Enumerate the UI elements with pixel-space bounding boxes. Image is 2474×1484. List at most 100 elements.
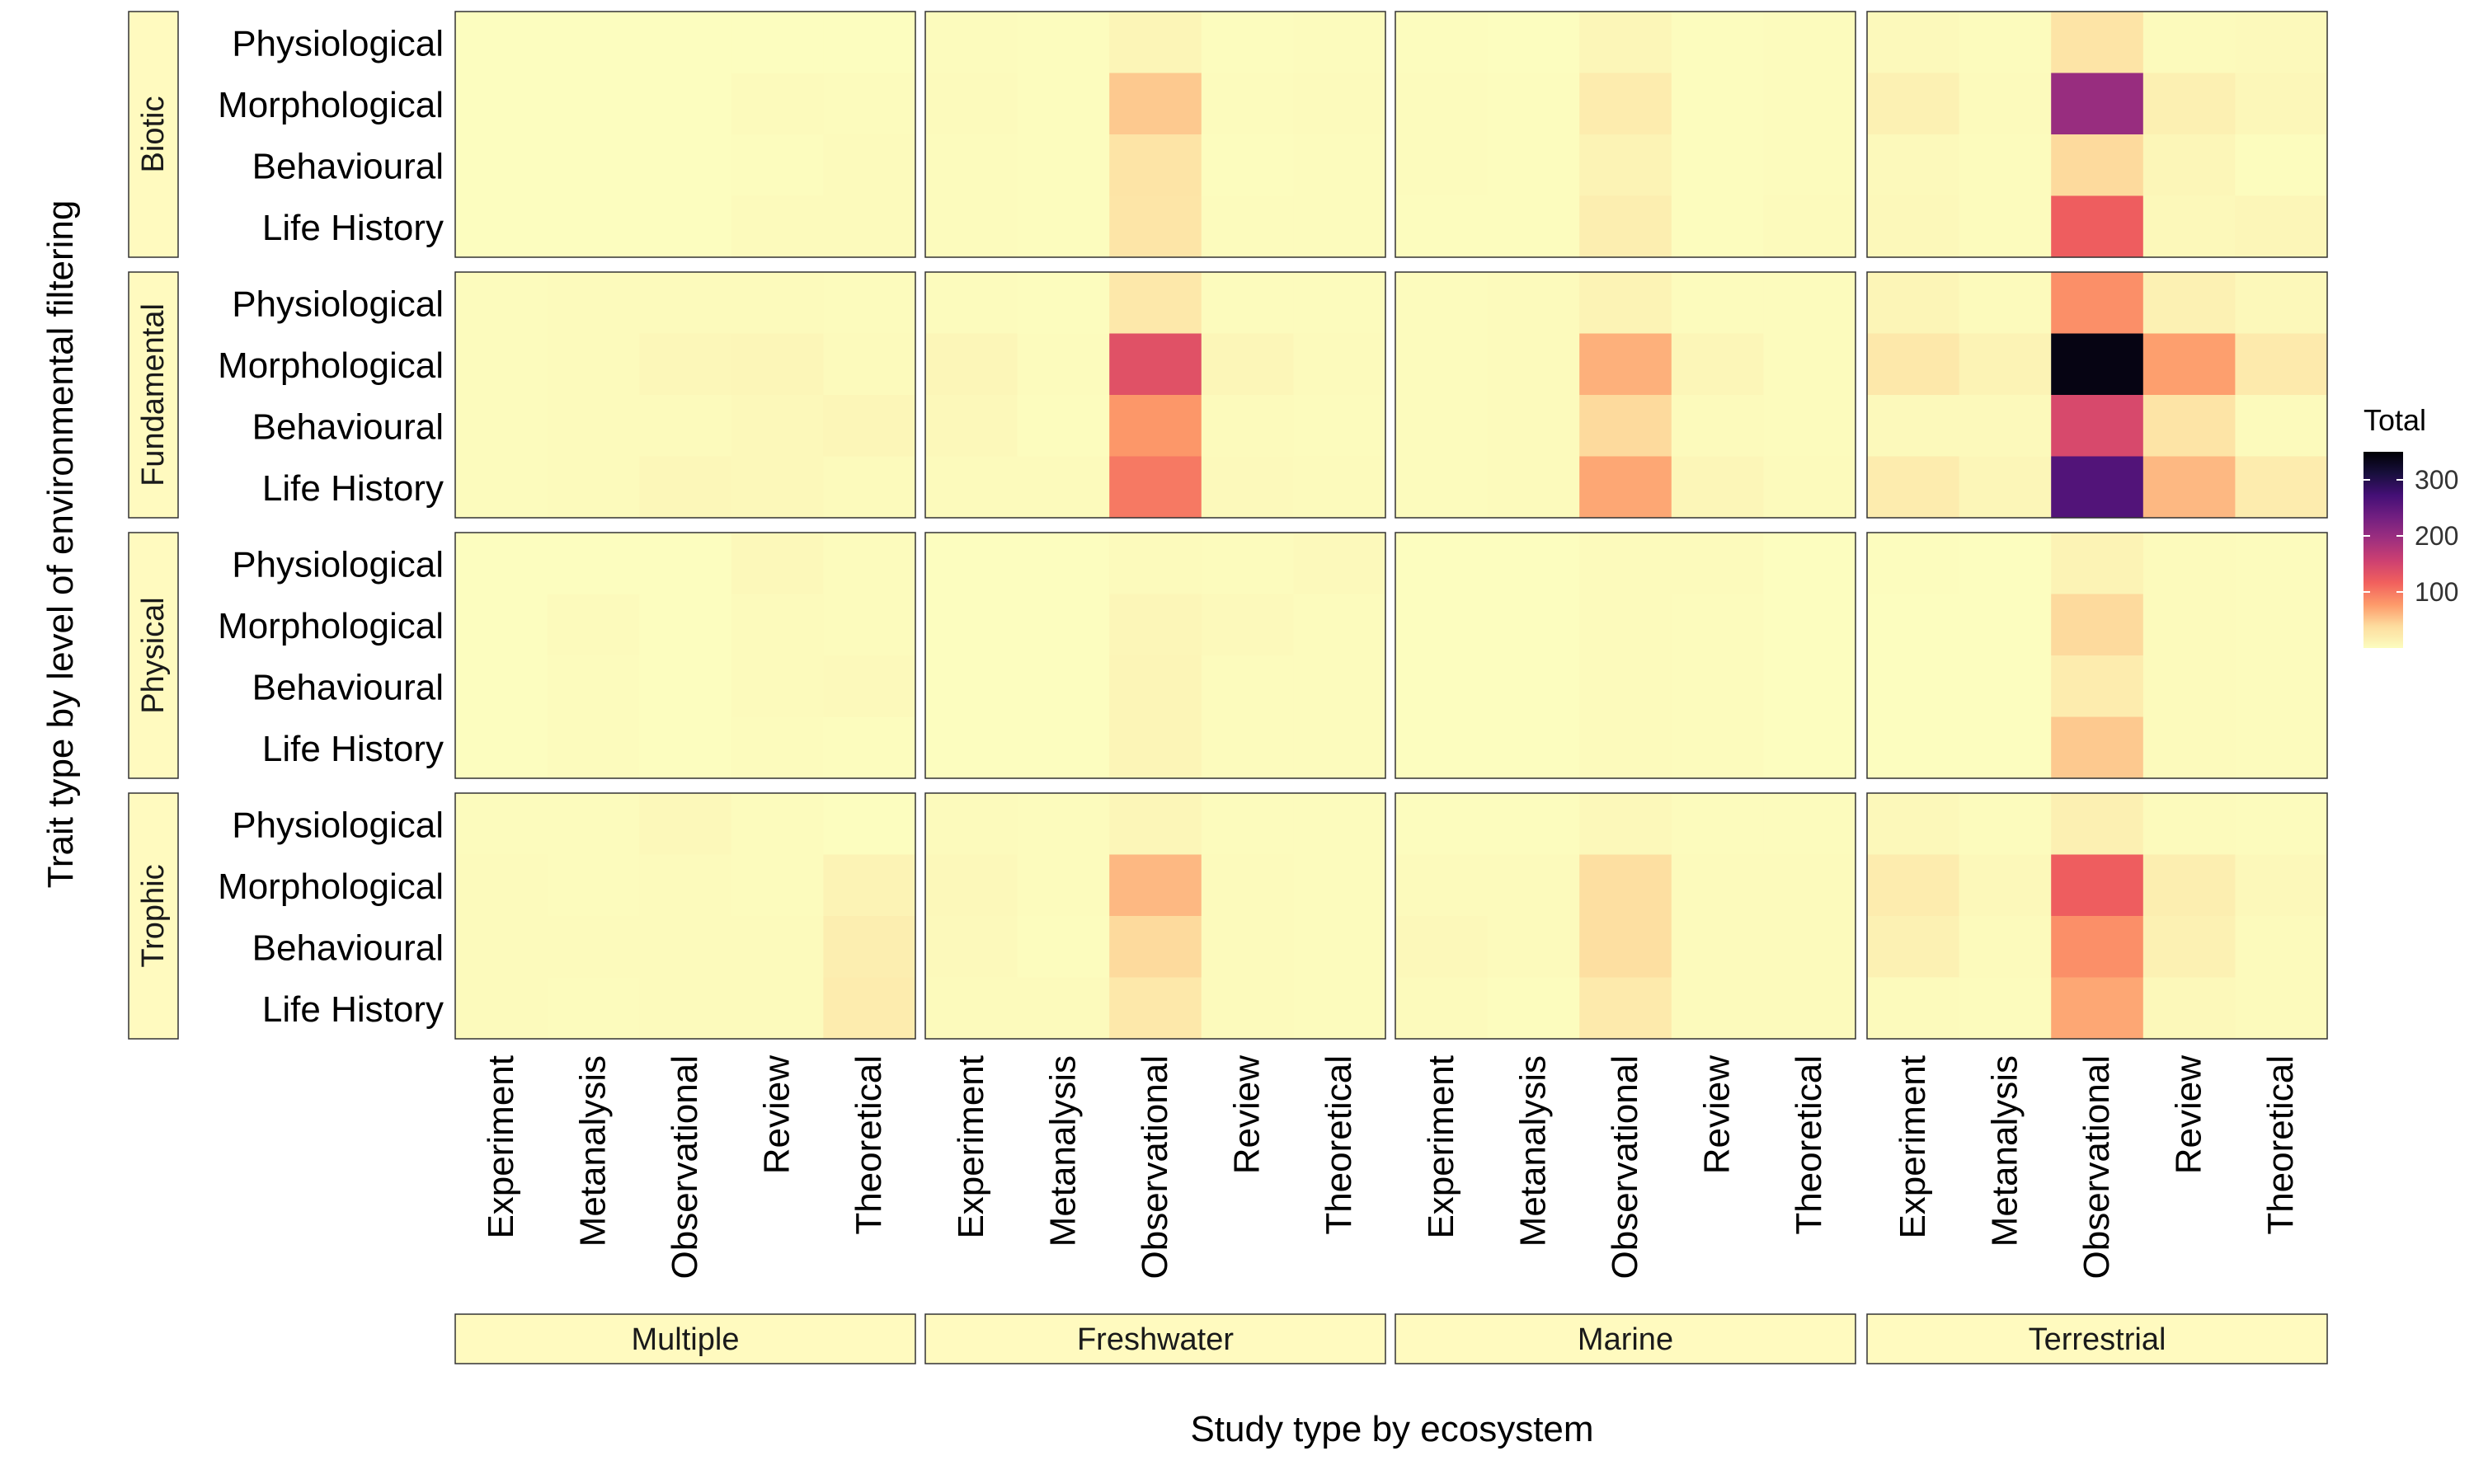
heatmap-cell	[823, 716, 916, 779]
heatmap-cell	[455, 12, 548, 74]
heatmap-cell	[1395, 594, 1489, 656]
panel-biotic-multiple	[454, 11, 916, 258]
heatmap-cell	[1109, 73, 1202, 135]
heatmap-cell	[823, 395, 916, 458]
heatmap-cell	[1109, 195, 1202, 258]
heatmap-cell	[2142, 134, 2236, 197]
heatmap-cell	[1959, 594, 2052, 656]
heatmap-cell	[455, 134, 548, 197]
heatmap-cell	[1487, 456, 1580, 519]
heatmap-cell	[455, 594, 548, 656]
heatmap-cell	[547, 854, 640, 917]
heatmap-cell	[2235, 333, 2328, 396]
heatmap-cell	[731, 456, 824, 519]
trait-type-tick-labels: Physiological Morphological Behavioural Lif…	[218, 23, 444, 1030]
heatmap-cell	[547, 655, 640, 718]
heatmap-cell	[1671, 12, 1764, 74]
heatmap-cell	[1487, 655, 1580, 718]
heatmap-cell	[1959, 793, 2052, 856]
heatmap-cell	[2142, 533, 2236, 595]
heatmap-cell	[2142, 456, 2236, 519]
legend-ticks: 100 200 300	[2363, 465, 2458, 607]
heatmap-cell	[925, 533, 1018, 595]
strip-label-physical: Physical	[136, 597, 171, 714]
heatmap-cell	[639, 395, 732, 458]
heatmap-cell	[1201, 594, 1294, 656]
y-tick-label: Morphological	[218, 345, 444, 386]
heatmap-cell	[1017, 134, 1110, 197]
panel-trophic-terrestrial	[1866, 792, 2328, 1040]
heatmap-cell	[823, 134, 916, 197]
legend-title: Total	[2363, 403, 2426, 437]
heatmap-cell	[2142, 12, 2236, 74]
heatmap-cell	[925, 594, 1018, 656]
heatmap-cell	[547, 395, 640, 458]
heatmap-cell	[639, 195, 732, 258]
x-tick-label: Experiment	[481, 1055, 521, 1239]
heatmap-cell	[1867, 73, 1960, 135]
heatmap-cell	[1293, 793, 1386, 856]
heatmap-cell	[823, 73, 916, 135]
heatmap-cell	[547, 195, 640, 258]
heatmap-cell	[1959, 854, 2052, 917]
heatmap-cell	[1109, 655, 1202, 718]
heatmap-cell	[1867, 456, 1960, 519]
strip-physical	[128, 532, 179, 779]
heatmap-cell	[1671, 793, 1764, 856]
heatmap-cell	[925, 916, 1018, 979]
heatmap-cell	[2051, 854, 2144, 917]
heatmap-cell	[2142, 977, 2236, 1040]
heatmap-cell	[925, 655, 1018, 718]
heatmap-cell	[925, 195, 1018, 258]
heatmap-cell	[925, 333, 1018, 396]
heatmap-cell	[1671, 655, 1764, 718]
heatmap-cell	[1579, 73, 1672, 135]
heatmap-cell	[1201, 793, 1294, 856]
heatmap-cell	[925, 456, 1018, 519]
strip-marine	[1395, 1313, 1856, 1364]
heatmap-cell	[1395, 195, 1489, 258]
panel-border	[454, 11, 916, 258]
heatmap-cell	[1109, 594, 1202, 656]
heatmap-cell	[823, 594, 916, 656]
heatmap-cell	[1293, 272, 1386, 335]
x-tick-label: Review	[1227, 1055, 1268, 1174]
heatmap-cell	[1763, 716, 1856, 779]
strip-label-biotic: Biotic	[136, 96, 171, 173]
heatmap-cell	[925, 793, 1018, 856]
heatmap-cell	[547, 716, 640, 779]
x-tick-label: Metanalysis	[572, 1055, 613, 1247]
heatmap-cell	[1959, 134, 2052, 197]
heatmap-cell	[1867, 333, 1960, 396]
heatmap-cell	[639, 456, 732, 519]
heatmap-cell	[1867, 655, 1960, 718]
heatmap-cell	[1671, 73, 1764, 135]
heatmap-cell	[1395, 977, 1489, 1040]
heatmap-cell	[1487, 272, 1580, 335]
heatmap-cell	[1959, 73, 2052, 135]
heatmap-cell	[1763, 272, 1856, 335]
heatmap-cell	[1293, 716, 1386, 779]
heatmap-cell	[2051, 272, 2144, 335]
panel-trophic-multiple	[454, 792, 916, 1040]
heatmap-cell	[1763, 456, 1856, 519]
heatmap-cell	[1109, 272, 1202, 335]
heatmap-cell	[1293, 655, 1386, 718]
heatmap-cell	[1959, 333, 2052, 396]
heatmap-cell	[2051, 73, 2144, 135]
heatmap-cell	[1017, 655, 1110, 718]
heatmap-cell	[1867, 594, 1960, 656]
heatmap-cell	[1201, 134, 1294, 197]
heatmap-cell	[1671, 195, 1764, 258]
heatmap-cell	[1293, 854, 1386, 917]
heatmap-cell	[547, 977, 640, 1040]
heatmap-cell	[1395, 655, 1489, 718]
heatmap-cell	[455, 195, 548, 258]
heatmap-cell	[2051, 134, 2144, 197]
heatmap-cell	[925, 272, 1018, 335]
heatmap-cell	[731, 195, 824, 258]
y-tick-label: Behavioural	[252, 928, 444, 968]
heatmap-cell	[1959, 916, 2052, 979]
heatmap-cell	[1109, 333, 1202, 396]
y-tick-label: Life History	[262, 729, 444, 769]
